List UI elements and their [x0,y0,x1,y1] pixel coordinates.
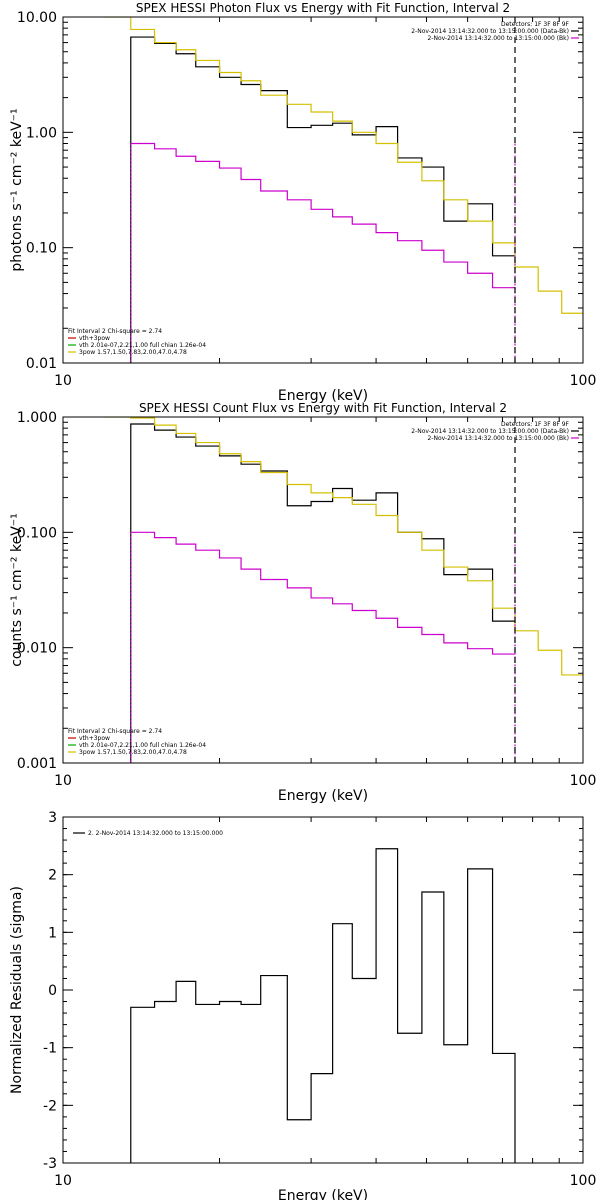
y-tick-label: -3 [43,1156,57,1172]
legend-entry: 3pow 1.57,1.50,7.83,2.00,47.0,4.78 [79,349,187,356]
series-fit [104,17,583,314]
x-tick-label: 10 [54,773,72,789]
y-tick-label: 1.00 [26,125,57,141]
y-tick-label: 0.001 [17,756,57,772]
y-tick-label: -1 [43,1041,57,1057]
legend-entry: vth 2.01e-07,2.21,1.00 full chian 1.26e-… [79,742,206,749]
legend-entry: 2-Nov-2014 13:14:32.000 to 13:15:00.000 … [411,428,569,435]
legend-entry: vth 2.01e-07,2.21,1.00 full chian 1.26e-… [79,342,206,349]
plot-frame [62,816,584,1164]
panel-3: -3 -2 -1 0 1 2 3 10 100 Energy (keV) Normalized Re… [9,810,596,1200]
y-tick-label: 1 [48,925,57,941]
legend-entry: 2-Nov-2014 13:14:32.000 to 13:15:00.000 … [427,435,569,442]
chart-title: SPEX HESSI Photon Flux vs Energy with Fi… [136,1,510,15]
legend-entry: Detectors: 1F 3F 8F 9F [501,421,570,428]
legend-entry: 2-Nov-2014 13:14:32.000 to 13:15:00.000 … [427,35,569,42]
y-tick-label: 0.01 [26,356,57,372]
y-tick-label: 10.00 [17,10,57,26]
chart-title: SPEX HESSI Count Flux vs Energy with Fit… [139,401,507,415]
legend-entry: 3pow 1.57,1.50,7.83,2.00,47.0,4.78 [79,749,187,756]
x-tick-label: 10 [54,1173,72,1189]
x-axis-label: Energy (keV) [278,388,368,404]
legend-entry: vth+3pow [79,335,110,342]
x-axis-label: Energy (keV) [278,788,368,804]
series-data [130,423,515,763]
series-background [130,531,515,655]
panel-2: SPEX HESSI Count Flux vs Energy with Fit… [9,401,596,804]
x-tick-label: 100 [570,373,597,389]
panel-1: SPEX HESSI Photon Flux vs Energy with Fi… [9,1,596,404]
legend-entry: Detectors: 1F 3F 8F 9F [501,21,570,28]
x-tick-label: 100 [570,773,597,789]
plot-area [104,417,583,763]
y-tick-label: 0.010 [17,641,57,657]
y-tick-label: 2 [48,868,57,884]
series-residuals [130,848,516,1163]
y-tick-label: 3 [48,810,57,826]
legend-entry: 2. 2-Nov-2014 13:14:32.000 to 13:15:00.0… [88,830,223,837]
legend-entry: 2-Nov-2014 13:14:32.000 to 13:15:00.000 … [411,28,569,35]
x-tick-label: 100 [570,1173,597,1189]
y-tick-label: 0 [48,983,57,999]
y-tick-label: 0.10 [26,241,57,257]
plot-area [130,848,516,1163]
plot-area [104,17,583,363]
y-tick-label: 1.000 [17,410,57,426]
y-tick-label: -2 [43,1098,57,1114]
y-axis-label: Normalized Residuals (sigma) [9,886,25,1094]
x-tick-label: 10 [54,373,72,389]
x-axis-label: Energy (keV) [278,1188,368,1200]
legend-entry: Fit Interval 2 Chi-square = 2.74 [68,328,162,335]
y-axis-label: counts s⁻¹ cm⁻² keV⁻¹ [9,513,25,667]
legend-entry: vth+3pow [79,735,110,742]
y-tick-label: 0.100 [17,525,57,541]
plot-frame [62,16,584,364]
legend-entry: Fit Interval 2 Chi-square = 2.74 [68,728,162,735]
y-axis-label: photons s⁻¹ cm⁻² keV⁻¹ [9,108,25,271]
plot-frame [62,416,584,764]
series-fit [104,417,583,676]
series-background [130,142,515,289]
